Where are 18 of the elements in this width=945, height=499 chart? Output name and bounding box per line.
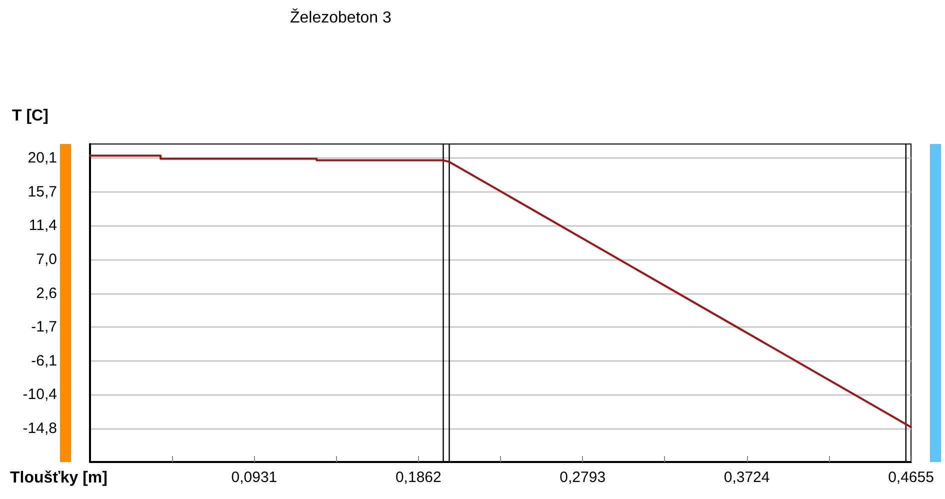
text: Železobeton 3 xyxy=(290,8,392,26)
y-tick-label: -10,4 xyxy=(22,386,57,404)
line-series xyxy=(89,154,912,428)
y-tick-label: -6,1 xyxy=(31,352,57,370)
y-tick-label: 2,6 xyxy=(36,285,57,302)
y-axis-title: T [C] xyxy=(12,108,48,124)
y-tick-label: 20,1 xyxy=(28,149,57,166)
x-axis-title: Tloušťky [m] xyxy=(10,470,108,486)
x-tick-label: 0,2793 xyxy=(560,469,606,486)
x-tick-label: 0,0931 xyxy=(231,469,278,486)
y-tick-label: -1,7 xyxy=(31,318,57,336)
y-tick-label: 11,4 xyxy=(28,216,57,234)
y-tick-label: 7,0 xyxy=(36,251,57,268)
x-tick-label: 0,1862 xyxy=(395,469,442,486)
x-tick-label: 0,3724 xyxy=(724,469,770,486)
y-tick-label: 15,7 xyxy=(28,184,57,201)
y-tick-label: -14,8 xyxy=(22,420,57,438)
x-tick-label: 0,4655 xyxy=(888,469,934,486)
